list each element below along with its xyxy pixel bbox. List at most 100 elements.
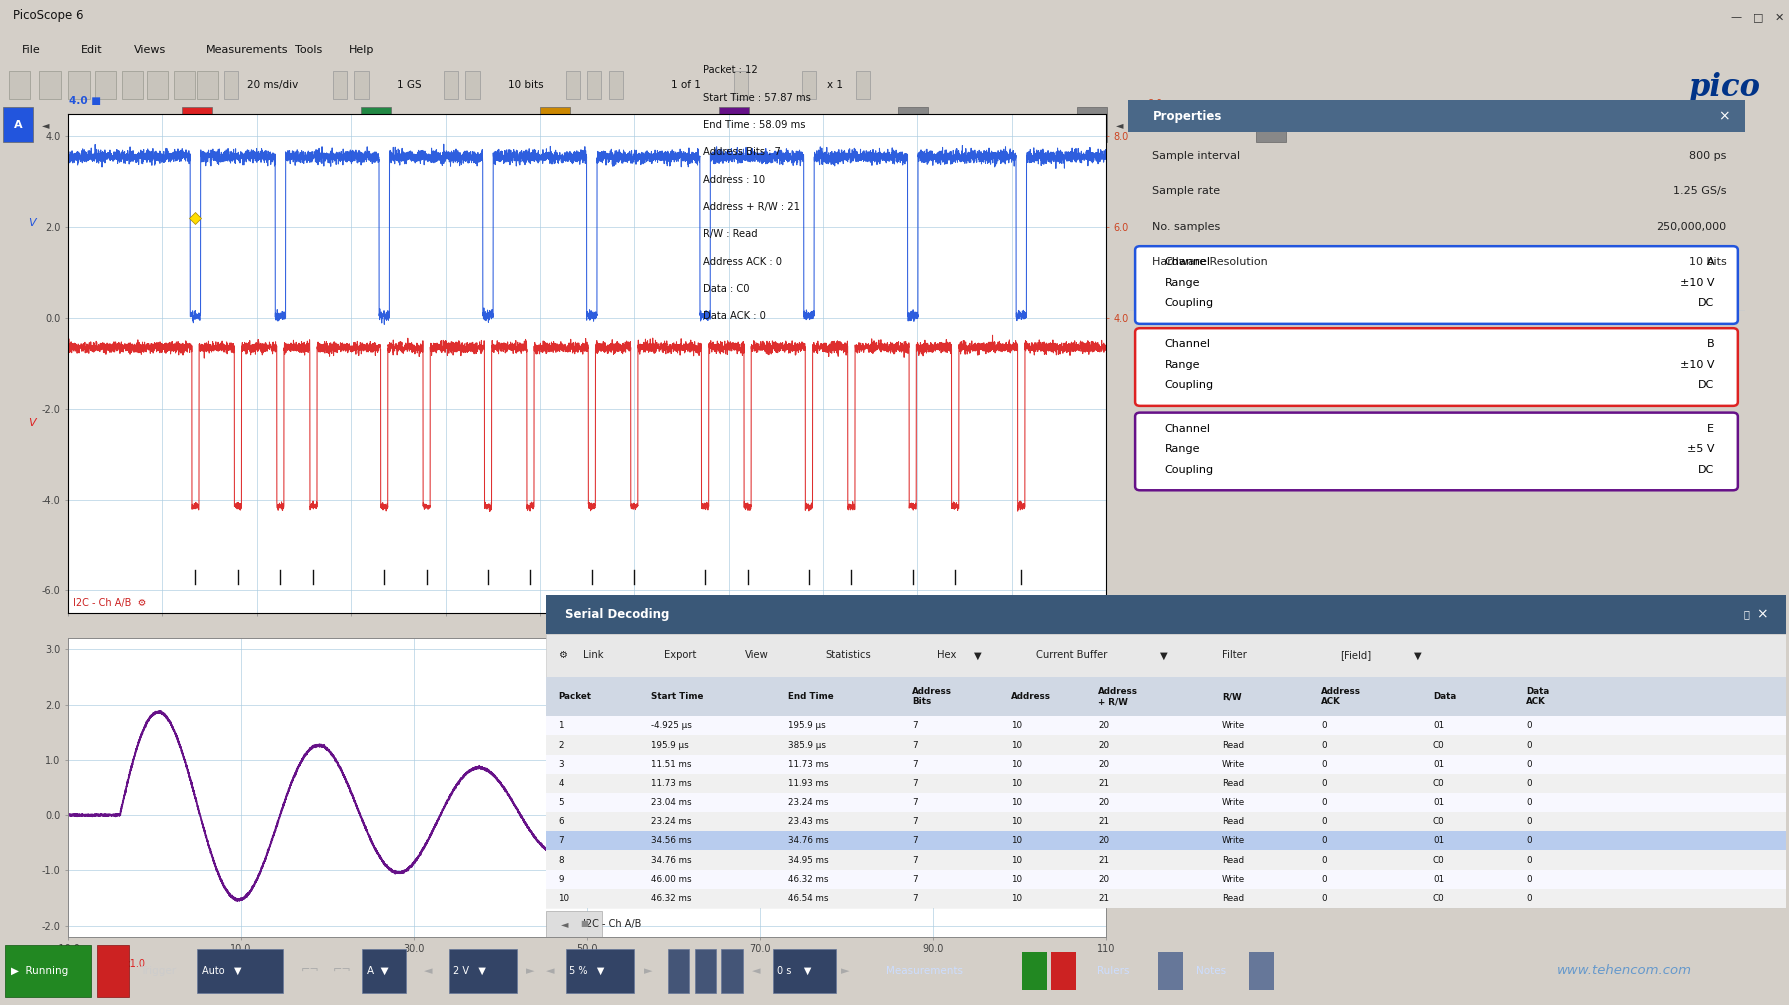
Bar xyxy=(1077,108,1106,142)
Text: ►: ► xyxy=(857,120,864,130)
Text: Address
Bits: Address Bits xyxy=(911,687,952,707)
Text: ►: ► xyxy=(644,966,653,976)
Text: 11.93 ms: 11.93 ms xyxy=(787,779,828,788)
Text: 10 bits: 10 bits xyxy=(1689,257,1726,266)
Text: ◄: ◄ xyxy=(578,120,587,130)
Text: ►: ► xyxy=(1036,120,1043,130)
Text: A: A xyxy=(14,120,21,130)
Text: 20: 20 xyxy=(1097,722,1109,731)
Text: 4.0 ■: 4.0 ■ xyxy=(70,96,100,107)
Text: 5 %   ▼: 5 % ▼ xyxy=(569,966,605,976)
Text: ▼: ▼ xyxy=(1372,121,1378,129)
Text: 0 s    ▼: 0 s ▼ xyxy=(776,966,810,976)
Text: 21: 21 xyxy=(1097,779,1109,788)
Text: I2C - Ch A/B: I2C - Ch A/B xyxy=(583,919,640,929)
Text: 0: 0 xyxy=(1524,836,1531,845)
Text: 7: 7 xyxy=(911,817,918,826)
Bar xyxy=(773,949,835,993)
Text: Coupling: Coupling xyxy=(1165,298,1213,309)
Bar xyxy=(587,71,601,99)
Bar xyxy=(898,108,927,142)
Bar xyxy=(546,755,1785,774)
Text: 0: 0 xyxy=(1320,874,1326,883)
Text: 11.51 ms: 11.51 ms xyxy=(651,760,692,769)
Text: Off: Off xyxy=(603,120,619,130)
Text: 34.76 ms: 34.76 ms xyxy=(787,836,828,845)
Bar xyxy=(546,831,1785,850)
Text: Trigger: Trigger xyxy=(140,966,175,976)
Text: Off: Off xyxy=(1318,120,1335,130)
Text: 11.73 ms: 11.73 ms xyxy=(787,760,828,769)
Text: Address : 10: Address : 10 xyxy=(701,175,764,185)
Text: 2: 2 xyxy=(558,741,564,750)
Text: 01: 01 xyxy=(1431,874,1444,883)
Text: Write: Write xyxy=(1222,836,1245,845)
Text: No. samples: No. samples xyxy=(1152,221,1220,231)
Bar xyxy=(565,949,633,993)
X-axis label: ms: ms xyxy=(580,956,594,966)
Text: 10: 10 xyxy=(1011,893,1022,902)
Bar xyxy=(4,108,32,142)
Bar xyxy=(68,71,89,99)
Bar xyxy=(855,71,869,99)
Bar xyxy=(147,71,168,99)
Text: Filter: Filter xyxy=(1222,650,1247,660)
Text: Views: Views xyxy=(134,45,166,55)
Bar xyxy=(1157,952,1183,990)
Text: 01: 01 xyxy=(1431,836,1444,845)
Text: Write: Write xyxy=(1222,874,1245,883)
Text: ±10 V: ±10 V xyxy=(247,120,277,130)
Bar xyxy=(444,71,458,99)
Text: ◄: ◄ xyxy=(41,120,50,130)
Text: 34.56 ms: 34.56 ms xyxy=(651,836,692,845)
Text: 1 of 1: 1 of 1 xyxy=(671,80,701,90)
Text: ►: ► xyxy=(499,120,506,130)
Text: Read: Read xyxy=(1222,893,1243,902)
Text: Coupling: Coupling xyxy=(1165,464,1213,474)
Text: Off: Off xyxy=(426,120,440,130)
Text: Address
+ R/W: Address + R/W xyxy=(1097,687,1138,707)
Text: Write: Write xyxy=(1222,798,1245,807)
Text: ×: × xyxy=(1755,608,1768,622)
Text: 21: 21 xyxy=(1097,893,1109,902)
Text: Measurements: Measurements xyxy=(206,45,288,55)
Bar xyxy=(546,869,1785,888)
Text: 4: 4 xyxy=(558,779,564,788)
Text: ▼: ▼ xyxy=(973,650,980,660)
Text: Read: Read xyxy=(1222,741,1243,750)
Text: Notes: Notes xyxy=(1195,966,1225,976)
Text: 10: 10 xyxy=(1011,817,1022,826)
Text: ▼: ▼ xyxy=(1413,650,1420,660)
Text: E: E xyxy=(1707,424,1714,434)
Text: R/W: R/W xyxy=(1222,692,1242,701)
Text: DC: DC xyxy=(1698,464,1714,474)
Text: 0: 0 xyxy=(1320,779,1326,788)
Text: Measurements: Measurements xyxy=(886,966,962,976)
Text: C: C xyxy=(372,120,379,130)
Text: View: View xyxy=(744,650,767,660)
Bar xyxy=(1050,952,1075,990)
Bar xyxy=(546,850,1785,869)
Bar xyxy=(546,677,1785,717)
Text: Address: Address xyxy=(1011,692,1050,701)
Bar xyxy=(39,71,61,99)
Text: Edit: Edit xyxy=(81,45,102,55)
Bar xyxy=(1022,952,1047,990)
Text: 20 ms/div: 20 ms/div xyxy=(247,80,299,90)
Text: 7: 7 xyxy=(911,893,918,902)
Text: ◄: ◄ xyxy=(757,120,766,130)
Bar xyxy=(5,945,91,997)
Text: 23.24 ms: 23.24 ms xyxy=(651,817,692,826)
Text: 📌: 📌 xyxy=(1742,610,1748,620)
Text: Hex: Hex xyxy=(936,650,955,660)
Text: www.tehencom.com: www.tehencom.com xyxy=(1556,965,1691,977)
Text: 34.95 ms: 34.95 ms xyxy=(787,855,828,864)
Text: 34.76 ms: 34.76 ms xyxy=(651,855,692,864)
Bar xyxy=(1256,108,1285,142)
Text: Statistics: Statistics xyxy=(825,650,869,660)
Text: —: — xyxy=(1730,13,1741,22)
Text: 0: 0 xyxy=(1320,817,1326,826)
Text: 1 GS: 1 GS xyxy=(397,80,422,90)
Text: B: B xyxy=(193,120,200,130)
Text: 46.32 ms: 46.32 ms xyxy=(787,874,828,883)
